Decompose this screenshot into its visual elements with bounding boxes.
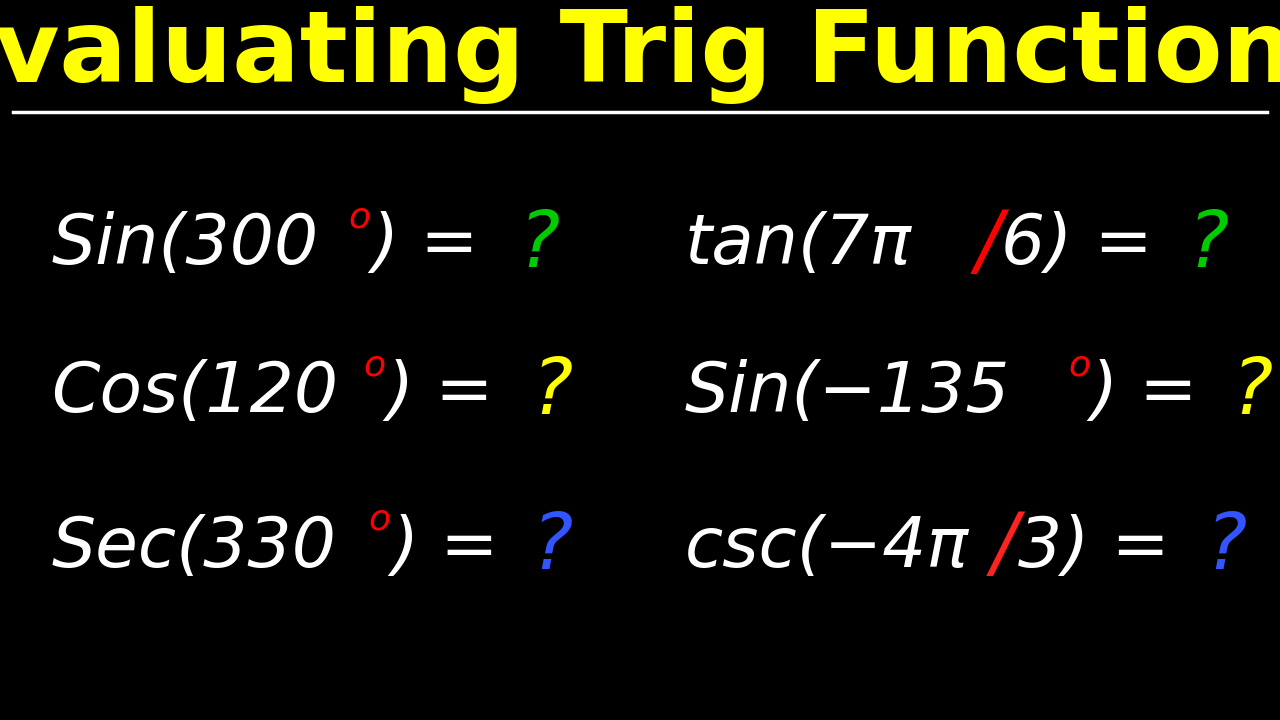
Text: o: o xyxy=(369,503,390,537)
Text: ) =: ) = xyxy=(1091,359,1220,426)
Text: ?: ? xyxy=(1231,354,1272,431)
Text: /: / xyxy=(975,207,1002,283)
Text: csc(−4π: csc(−4π xyxy=(685,513,969,581)
Text: Sin(−135: Sin(−135 xyxy=(685,359,1010,426)
Text: ) =: ) = xyxy=(371,211,500,279)
Text: o: o xyxy=(364,348,385,382)
Text: 6) =: 6) = xyxy=(1001,211,1175,279)
Text: ?: ? xyxy=(1188,207,1229,283)
Text: 3) =: 3) = xyxy=(1018,513,1192,581)
Text: Sec(330: Sec(330 xyxy=(51,513,337,581)
Text: tan(7π: tan(7π xyxy=(685,211,911,279)
Text: ) =: ) = xyxy=(392,513,521,581)
Text: Evaluating Trig Functions: Evaluating Trig Functions xyxy=(0,6,1280,104)
Text: ?: ? xyxy=(531,509,572,585)
Text: o: o xyxy=(348,200,370,235)
Text: o: o xyxy=(1069,348,1091,382)
Text: Sin(300: Sin(300 xyxy=(51,211,319,279)
Text: ?: ? xyxy=(518,207,559,283)
Text: ?: ? xyxy=(1206,509,1247,585)
Text: ?: ? xyxy=(531,354,572,431)
Text: ) =: ) = xyxy=(387,359,516,426)
Text: /: / xyxy=(992,509,1019,585)
Text: Cos(120: Cos(120 xyxy=(51,359,338,426)
